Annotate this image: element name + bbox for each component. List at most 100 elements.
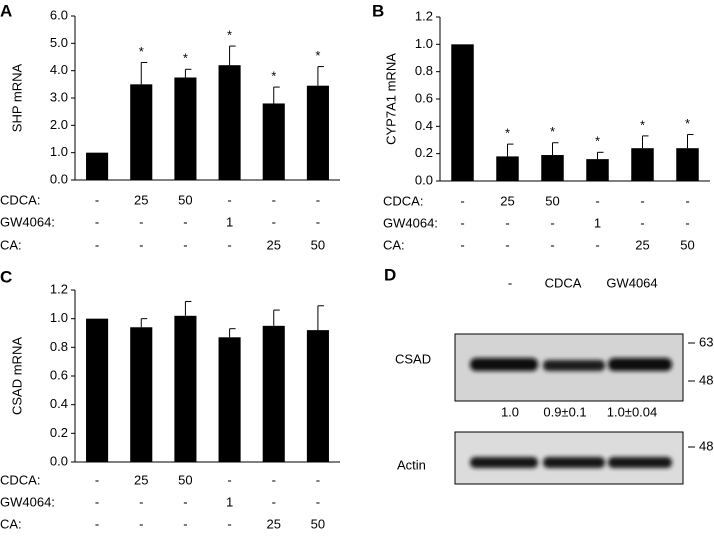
treatment-value: - xyxy=(640,193,644,208)
treatment-label: CDCA: xyxy=(0,192,40,207)
blot-bands xyxy=(470,358,672,371)
size-marker: 48 xyxy=(699,372,713,387)
bar xyxy=(451,44,474,182)
treatment-value: - xyxy=(685,215,689,230)
significance: * xyxy=(505,126,510,141)
quantification: 1.0 xyxy=(501,404,519,419)
bar xyxy=(174,315,197,462)
treatment-value: 1 xyxy=(594,215,601,230)
bar xyxy=(586,159,609,181)
panel-letter: B xyxy=(372,1,384,20)
y-axis-label: CSAD mRNA xyxy=(9,337,24,415)
treatment-value: 1 xyxy=(226,494,233,509)
y-tick-label: 4.0 xyxy=(50,62,68,77)
treatment-label: GW4064: xyxy=(0,494,55,509)
treatment-value: - xyxy=(227,516,231,531)
treatment-value: - xyxy=(460,237,464,252)
y-tick-label: 0.2 xyxy=(415,145,433,160)
treatment-value: - xyxy=(272,214,276,229)
treatment-value: - xyxy=(272,472,276,487)
treatment-value: - xyxy=(316,494,320,509)
blot-row-label: Actin xyxy=(397,457,426,472)
bar xyxy=(676,148,699,181)
treatment-value: 1 xyxy=(226,214,233,229)
treatment-value: - xyxy=(95,472,99,487)
bar xyxy=(306,330,329,462)
lane-label: GW4064 xyxy=(606,275,657,290)
treatment-value: 25 xyxy=(267,237,281,252)
y-tick-label: 1.2 xyxy=(415,8,433,23)
y-tick-label: 1.0 xyxy=(415,36,433,51)
treatment-value: - xyxy=(139,237,143,252)
treatment-label: CDCA: xyxy=(0,472,40,487)
y-tick-label: 6.0 xyxy=(50,7,68,22)
y-tick-label: 2.0 xyxy=(50,117,68,132)
treatment-value: - xyxy=(139,516,143,531)
y-tick-label: 1.0 xyxy=(50,144,68,159)
bar xyxy=(631,148,654,181)
treatment-value: - xyxy=(183,237,187,252)
bar xyxy=(262,325,285,462)
y-tick-label: 0.8 xyxy=(50,339,68,354)
treatment-label: GW4064: xyxy=(383,215,438,230)
quantification: 1.0±0.04 xyxy=(607,404,658,419)
treatment-value: 25 xyxy=(267,516,281,531)
treatment-value: - xyxy=(272,494,276,509)
treatment-value: - xyxy=(460,193,464,208)
bar xyxy=(262,103,285,180)
treatment-value: - xyxy=(460,215,464,230)
treatment-label: CDCA: xyxy=(383,193,423,208)
treatment-value: - xyxy=(95,214,99,229)
y-tick-label: 0.8 xyxy=(415,63,433,78)
treatment-value: - xyxy=(550,237,554,252)
treatment-value: - xyxy=(505,237,509,252)
treatment-value: - xyxy=(183,214,187,229)
treatment-value: - xyxy=(272,192,276,207)
y-axis-label: SHP mRNA xyxy=(9,63,24,132)
panel-letter: D xyxy=(384,265,396,284)
treatment-value: - xyxy=(95,237,99,252)
y-tick-label: 0.6 xyxy=(50,367,68,382)
bar xyxy=(496,156,519,181)
treatment-value: - xyxy=(316,472,320,487)
significance: * xyxy=(315,48,320,63)
y-axis-label: CYP7A1 mRNA xyxy=(383,53,398,145)
treatment-value: - xyxy=(227,472,231,487)
quantification: 0.9±0.1 xyxy=(543,404,586,419)
treatment-value: 50 xyxy=(545,193,559,208)
y-tick-label: 0.0 xyxy=(50,453,68,468)
treatment-value: - xyxy=(595,193,599,208)
y-tick-label: 0.4 xyxy=(50,396,68,411)
treatment-value: - xyxy=(183,494,187,509)
treatment-value: - xyxy=(139,494,143,509)
significance: * xyxy=(227,28,232,43)
y-tick-label: 1.2 xyxy=(50,281,68,296)
lane-label: - xyxy=(508,275,512,290)
treatment-value: - xyxy=(316,192,320,207)
bar xyxy=(130,327,153,462)
treatment-value: - xyxy=(139,214,143,229)
treatment-value: 50 xyxy=(680,237,694,252)
bar xyxy=(86,318,109,462)
treatment-label: CA: xyxy=(0,237,22,252)
treatment-value: - xyxy=(183,516,187,531)
y-tick-label: 0.6 xyxy=(415,90,433,105)
treatment-value: - xyxy=(227,237,231,252)
treatment-value: 50 xyxy=(178,472,192,487)
treatment-label: GW4064: xyxy=(0,214,55,229)
bar xyxy=(541,155,564,181)
significance: * xyxy=(183,51,188,66)
bar xyxy=(306,85,329,180)
y-tick-label: 3.0 xyxy=(50,89,68,104)
treatment-value: 50 xyxy=(311,237,325,252)
bar xyxy=(218,337,241,462)
treatment-value: - xyxy=(227,192,231,207)
bar xyxy=(218,65,241,180)
treatment-value: 25 xyxy=(134,472,148,487)
significance: * xyxy=(550,124,555,139)
blot-bands xyxy=(470,457,672,468)
treatment-value: - xyxy=(505,215,509,230)
significance: * xyxy=(685,116,690,131)
y-tick-label: 0.4 xyxy=(415,118,433,133)
